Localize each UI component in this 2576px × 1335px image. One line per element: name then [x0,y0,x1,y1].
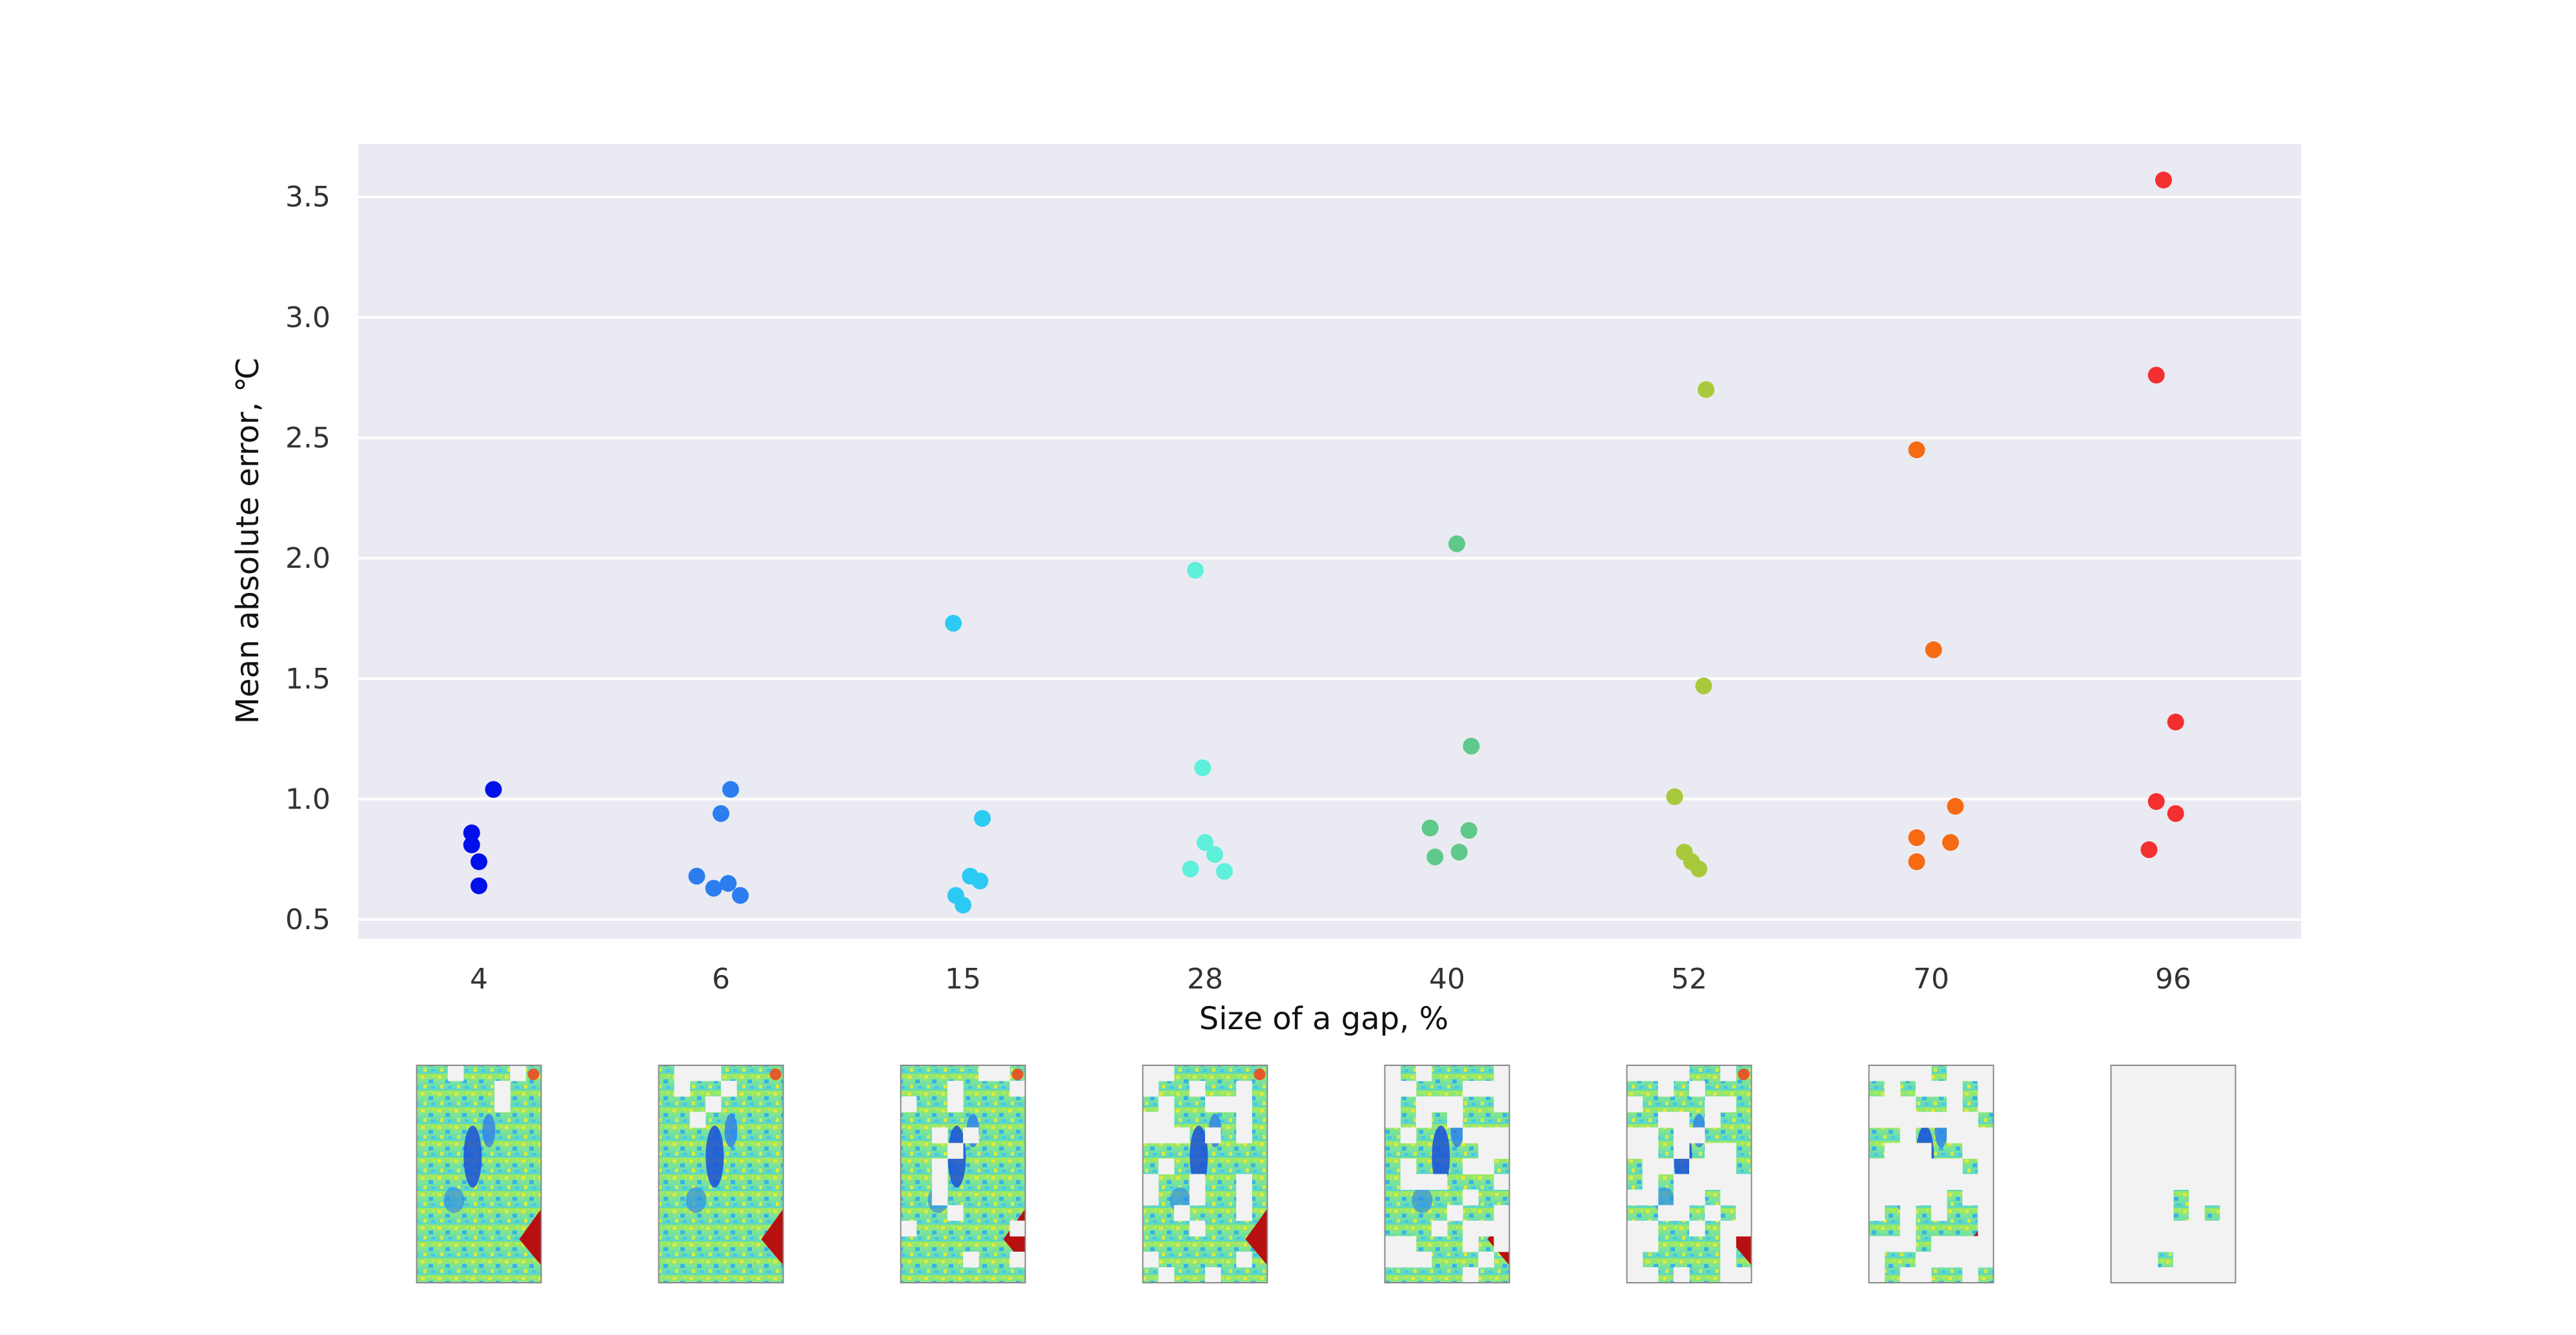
x-tick-label: 15 [945,963,981,996]
y-tick-label: 3.0 [285,301,330,334]
data-point [1690,860,1707,878]
x-tick-label: 70 [1913,963,1949,996]
data-point [485,781,502,798]
gap-thumbnail [1868,1065,1994,1283]
data-point [2155,172,2172,188]
data-point [971,872,989,890]
x-axis-label: Size of a gap, % [1199,1001,1448,1037]
gap-thumbnail [1626,1065,1752,1283]
data-point [1666,788,1683,805]
data-point [955,896,971,914]
x-tick-label: 52 [1671,963,1707,996]
data-point [2147,793,2165,810]
gap-thumbnails [416,1065,2236,1283]
gap-thumbnail [416,1065,542,1283]
data-point [1426,848,1444,866]
data-point [2147,366,2165,384]
data-point [1463,738,1480,755]
x-tick-label: 28 [1187,963,1223,996]
data-points [463,172,2184,914]
y-tick-label: 2.5 [285,421,330,454]
data-point [720,875,737,892]
gap-thumbnail [1384,1065,1510,1283]
data-point [1925,641,1942,658]
y-tick-label: 1.0 [285,783,330,816]
y-tick-label: 1.5 [285,663,330,696]
data-point [705,879,722,897]
data-point [1216,863,1233,880]
x-tick-label: 6 [712,963,730,996]
data-point [1908,829,1925,847]
data-point [1460,822,1477,839]
data-point [1194,759,1212,776]
y-tick-labels: 0.5 1.0 1.5 2.0 2.5 3.0 3.5 [285,181,330,936]
data-point [463,824,480,841]
y-gridlines [358,196,2301,921]
x-tick-label: 40 [1429,963,1465,996]
data-point [688,867,705,885]
data-point [1695,678,1712,694]
data-point [2167,805,2184,822]
x-tick-label: 4 [470,963,488,996]
y-tick-label: 2.0 [285,542,330,575]
data-point [471,853,487,870]
data-point [974,810,991,827]
data-point [1942,834,1959,851]
data-point [1450,843,1468,861]
gap-thumbnail [900,1065,1026,1283]
data-point [1187,561,1204,579]
data-point [1698,381,1715,398]
data-point [471,877,487,894]
y-axis-label: Mean absolute error, ℃ [230,357,266,724]
data-point [2140,841,2158,858]
data-point [1448,535,1465,552]
data-point [722,781,739,798]
gap-thumbnail [658,1065,784,1283]
x-tick-labels: 4 6 15 28 40 52 70 96 [470,963,2191,996]
gap-thumbnail [1142,1065,1268,1283]
data-point [463,836,480,854]
y-tick-label: 3.5 [285,181,330,214]
data-point [1182,860,1199,878]
data-point [1908,853,1925,870]
x-tick-label: 96 [2155,963,2191,996]
gap-thumbnail [2110,1065,2236,1283]
data-point [1197,834,1213,851]
data-point [732,887,749,904]
data-point [1421,819,1439,837]
plot-area [358,144,2301,939]
data-point [1206,846,1223,863]
data-point [1947,798,1964,815]
data-point [2167,714,2184,730]
data-point [1908,441,1925,459]
data-point [713,805,729,822]
data-point [945,614,962,632]
y-tick-label: 0.5 [285,903,330,936]
